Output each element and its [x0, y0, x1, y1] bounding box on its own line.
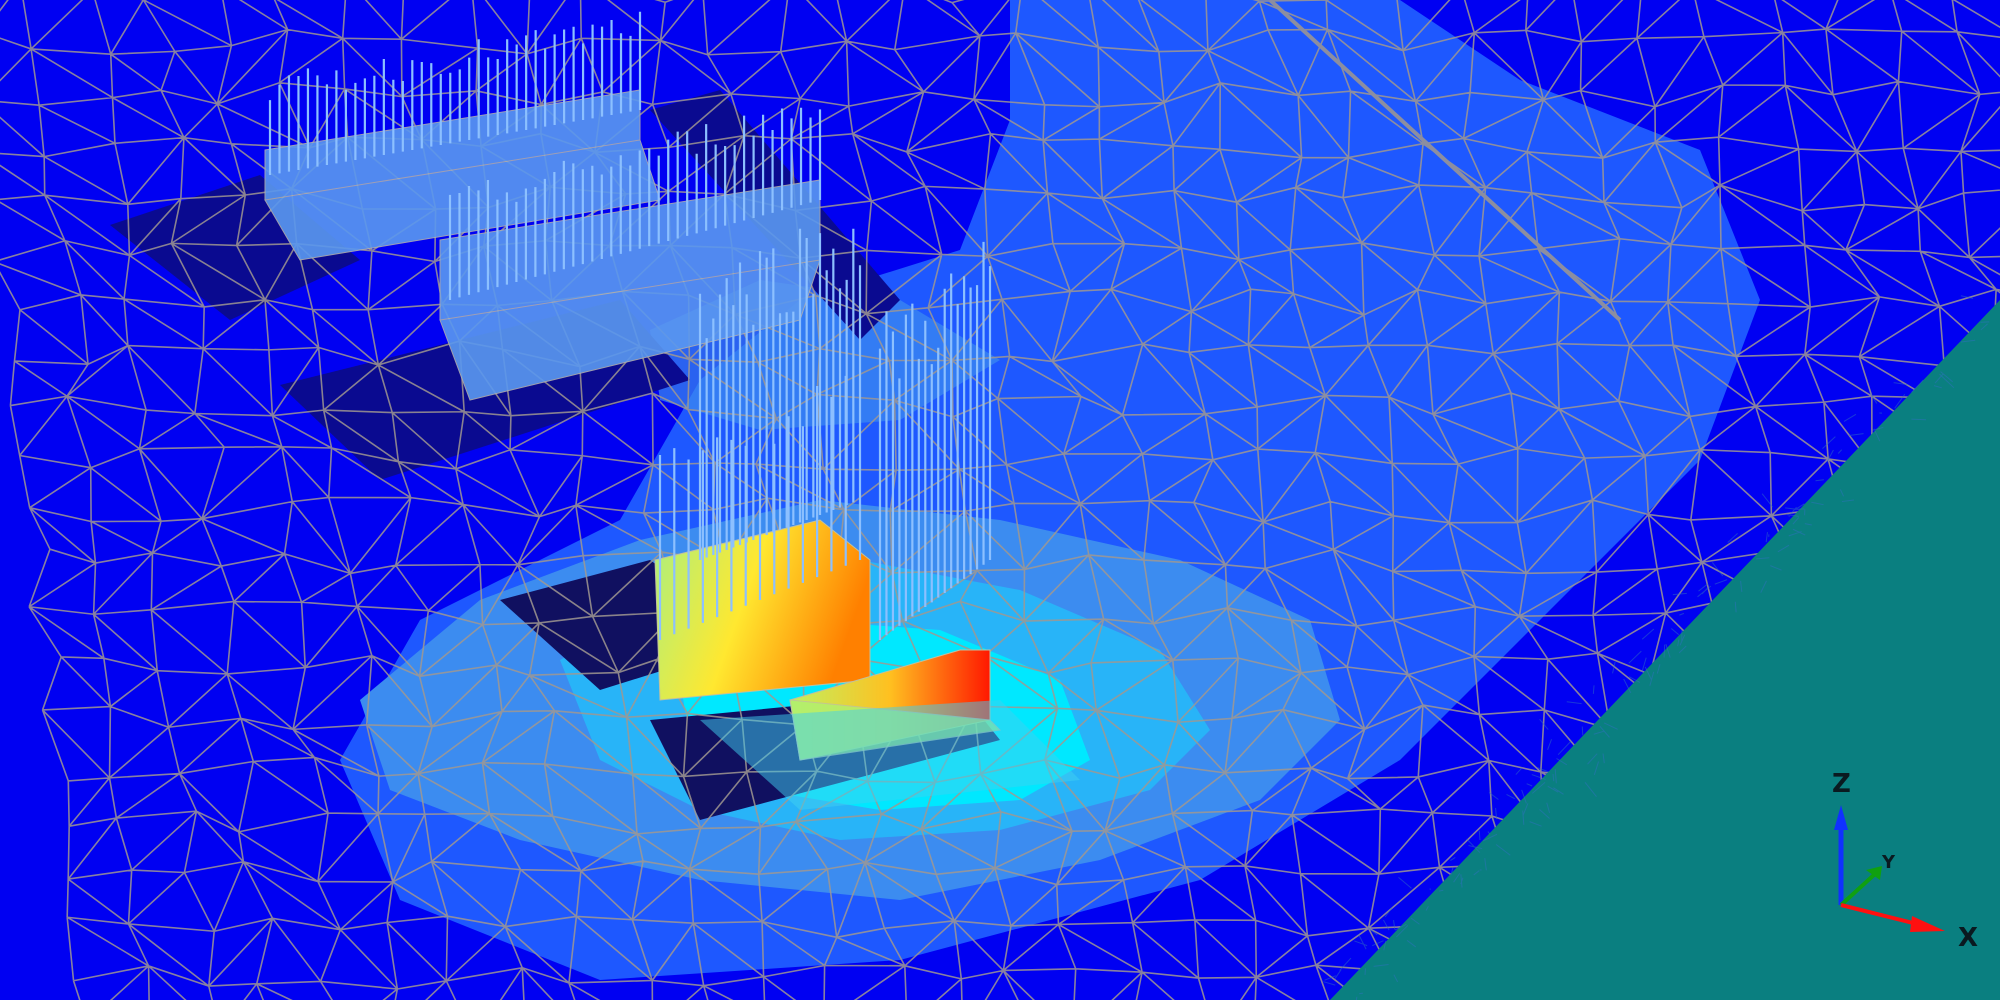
load-arrows — [268, 11, 992, 640]
z-axis-label: Z — [1832, 769, 1851, 799]
mesh-boundary-line — [1268, 0, 1622, 322]
x-axis-label: X — [1958, 923, 1978, 953]
axis-triad: Z Y X — [1832, 769, 1978, 953]
teal-region-mesh — [1323, 295, 1990, 1000]
y-axis-label: Y — [1881, 852, 1896, 873]
box-back-1 — [264, 89, 661, 261]
x-axis-icon — [1840, 903, 1926, 928]
load-arrow-shafts — [268, 11, 992, 640]
cyan-slab — [700, 700, 1080, 810]
teal-region — [1330, 300, 2000, 1000]
y-axis-icon — [1839, 872, 1877, 907]
teal-mesh-edges — [1323, 295, 1990, 1000]
